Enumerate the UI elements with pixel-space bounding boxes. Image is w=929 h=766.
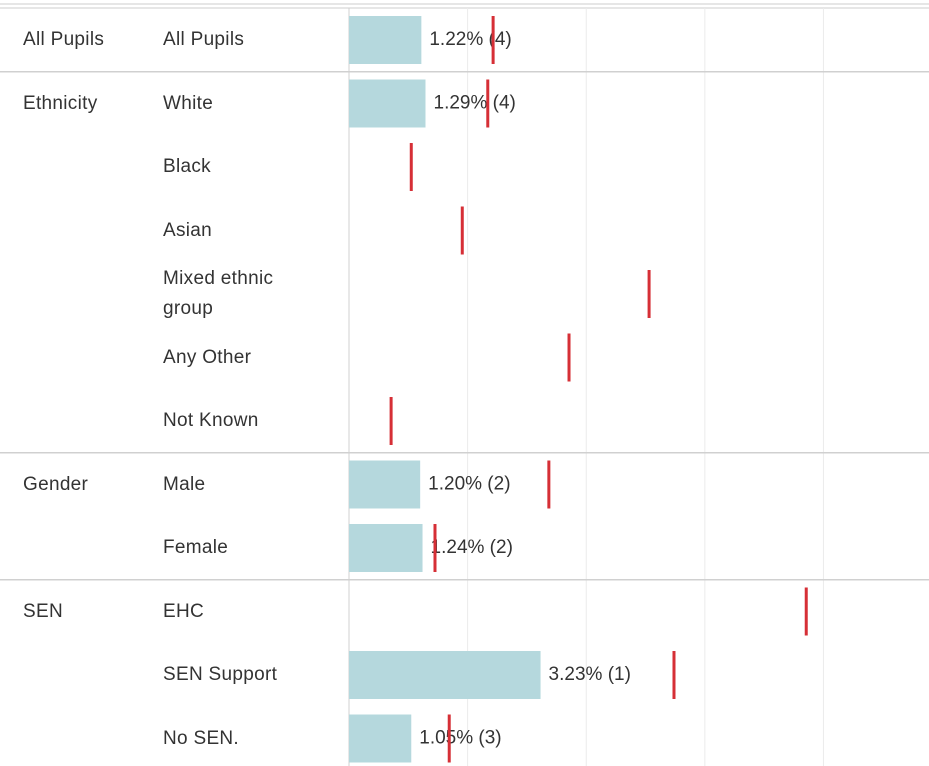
benchmark-line [491, 16, 495, 64]
benchmark-line [447, 714, 451, 763]
value-label: 1.22% (4) [429, 29, 511, 50]
category-label: Not Known [163, 410, 259, 431]
benchmark-line [647, 270, 651, 318]
bar [349, 651, 541, 699]
category-label: Any Other [163, 346, 252, 368]
bar [349, 79, 426, 128]
benchmark-line [547, 460, 551, 509]
category-label: Female [163, 537, 229, 558]
benchmark-line [672, 651, 676, 699]
benchmark-line [567, 333, 571, 382]
benchmark-line [389, 397, 393, 445]
value-label: 1.29% (4) [434, 93, 516, 114]
category-label: No SEN. [163, 727, 240, 749]
value-label: 1.05% (3) [419, 728, 501, 749]
group-label: All Pupils [23, 29, 105, 50]
value-label: 1.24% (2) [431, 537, 513, 558]
benchmark-line [486, 79, 490, 128]
bar [349, 460, 421, 509]
category-label: All Pupils [163, 29, 245, 50]
category-label: Mixed ethnic group [163, 268, 274, 319]
benchmark-line [804, 587, 808, 636]
category-label: White [163, 92, 214, 114]
value-label: 3.23% (1) [549, 664, 631, 685]
bar [349, 16, 422, 64]
benchmark-line [409, 143, 413, 191]
category-label: SEN Support [163, 664, 278, 685]
category-label: Black [163, 156, 211, 177]
group-label: Gender [23, 473, 89, 495]
bar [349, 524, 423, 572]
category-label: Asian [163, 219, 213, 241]
group-label: Ethnicity [23, 92, 98, 114]
category-label: Male [163, 473, 206, 495]
group-label: SEN [23, 600, 63, 622]
category-label: EHC [163, 600, 205, 622]
benchmark-line [433, 524, 437, 572]
bar [349, 714, 412, 763]
value-label: 1.20% (2) [428, 474, 510, 495]
benchmark-line [460, 206, 464, 255]
